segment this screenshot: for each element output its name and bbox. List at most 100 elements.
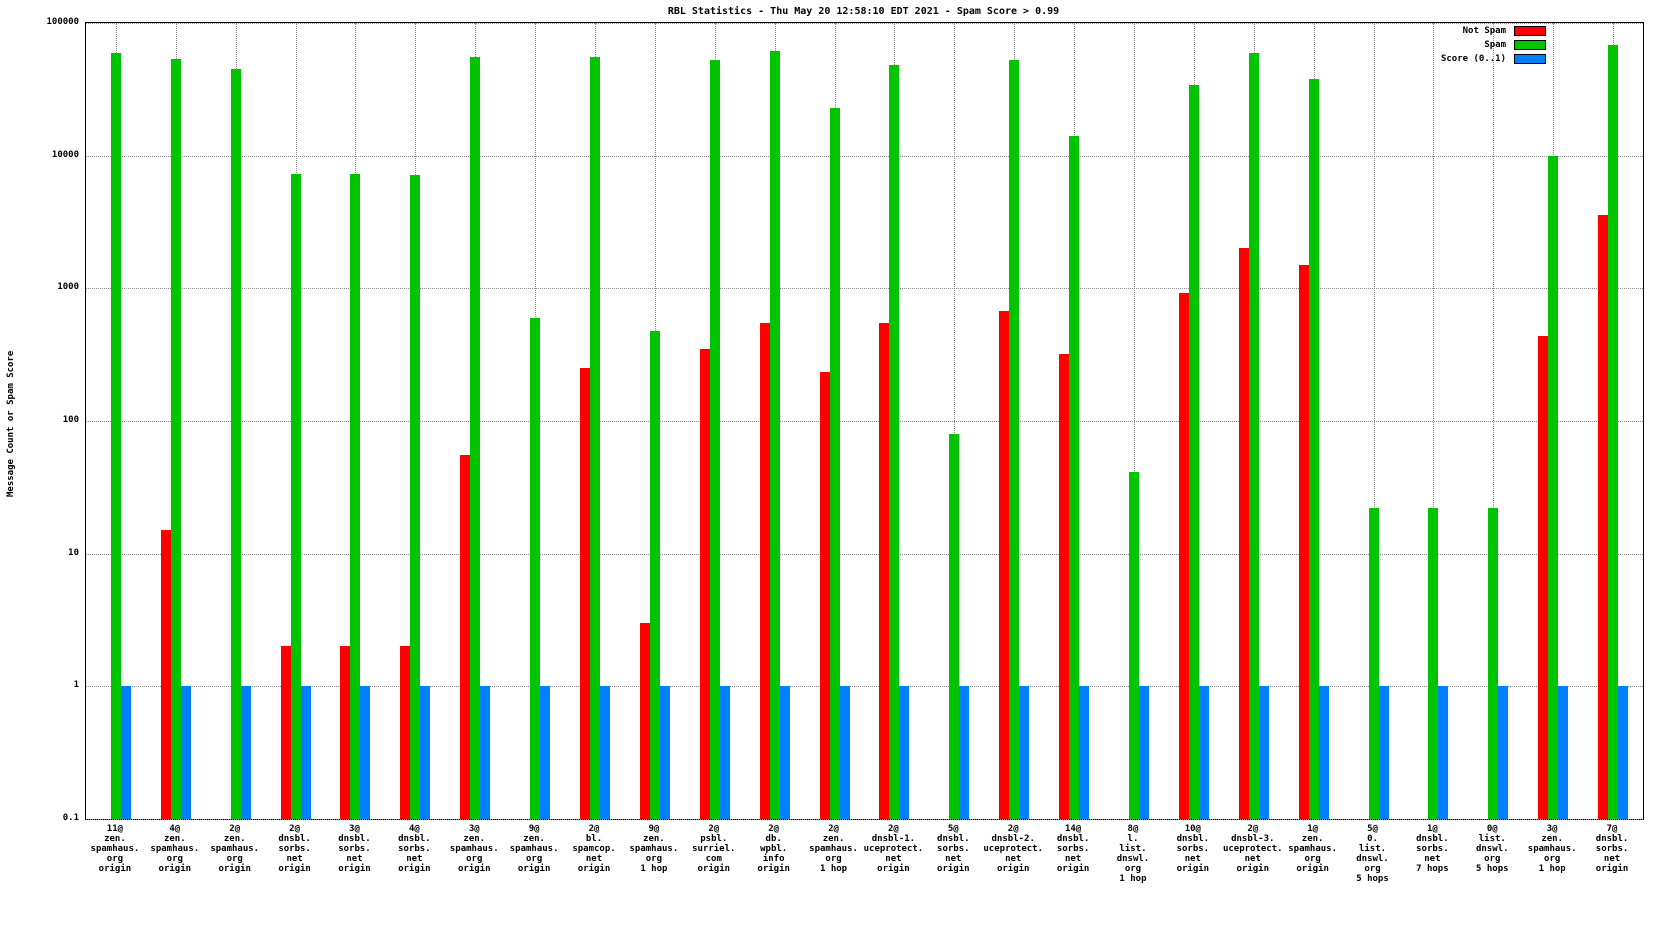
bar-spam (709, 59, 720, 819)
x-category-label-line: zen. (523, 834, 545, 844)
bar-score-0-1 (600, 686, 611, 819)
x-category-label-line: uceprotect. (863, 844, 924, 854)
y-tick-label: 10 (68, 547, 79, 558)
bar-not-spam (1298, 264, 1309, 819)
x-category-label-line: 3@ (468, 824, 480, 834)
x-category-label-line: origin (278, 864, 311, 874)
x-category-label-line: zen. (104, 834, 126, 844)
x-category-label-line: origin (996, 864, 1030, 874)
chart-title: RBL Statistics - Thu May 20 12:58:10 EDT… (667, 6, 1060, 17)
y-axis-label: Message Count or Spam Score (6, 350, 16, 497)
x-category-label-line: net (286, 854, 303, 864)
x-category-label-line: net (885, 854, 902, 864)
x-category-label-line: origin (218, 864, 251, 874)
bar-spam (1548, 155, 1559, 819)
x-category-label-line: 7@ (1606, 824, 1618, 834)
x-category-label-line: spamhaus. (809, 844, 858, 854)
x-category-label-line: dnsbl. (278, 834, 311, 844)
bar-not-spam (699, 348, 710, 819)
x-category-label-line: dnsbl-1. (871, 834, 916, 844)
x-category-label-line: 2@ (888, 824, 899, 834)
x-category-label-line: net (1184, 854, 1201, 864)
x-category-label-line: net (945, 854, 962, 864)
x-category-label-line: dnsbl. (937, 834, 970, 844)
x-category-label-line: org (645, 854, 663, 864)
x-category-label-line: dnswl. (1476, 844, 1509, 854)
x-category-label-line: spamhaus. (210, 844, 260, 854)
y-gridline (86, 819, 1643, 820)
bar-not-spam (1059, 353, 1070, 819)
x-category-label: 2@ zen. spamhaus. org origin (200, 824, 270, 874)
x-category-label: 3@ dnsbl. sorbs. net origin (319, 824, 389, 874)
y-tick-label: 1 (73, 680, 79, 691)
x-category-label-line: origin (1056, 864, 1090, 874)
bar-score-0-1 (659, 686, 670, 819)
bar-not-spam (160, 530, 171, 819)
x-category-label-line: spamhaus. (449, 844, 499, 854)
x-category-label-line: origin (158, 864, 192, 874)
x-category-label-line: 5 hops (1476, 864, 1509, 874)
bar-score-0-1 (899, 686, 910, 819)
x-category-label-line: net (585, 854, 603, 864)
x-category-label-line: net (1005, 854, 1022, 864)
x-category-label-line: dnsbl. (1176, 834, 1210, 844)
legend-label: Score (0..1) (1440, 54, 1506, 64)
x-gridline (1493, 23, 1495, 819)
x-category-label-line: net (406, 854, 423, 864)
bar-spam (1248, 53, 1259, 819)
x-category-label-line: 1 hop (1119, 874, 1147, 884)
legend-row: Spam (1441, 38, 1546, 52)
x-category-label-line: sorbs. (338, 844, 371, 854)
x-category-label-line: origin (937, 864, 970, 874)
x-category-label-line: net (1603, 854, 1621, 864)
x-category-label-line: zen. (223, 834, 246, 844)
x-category-label-line: 3@ (1546, 824, 1558, 834)
plot-area (85, 22, 1644, 820)
x-category-label-line: dnsbl-3. (1231, 834, 1275, 844)
x-category-label-line: list. (1119, 844, 1147, 854)
x-category-label-line: dnsbl. (1416, 834, 1449, 844)
bar-not-spam (580, 368, 591, 819)
x-category-label-line: org (226, 854, 243, 864)
x-category-label: 9@ zen. spamhaus. org origin (499, 824, 569, 874)
bar-score-0-1 (300, 686, 311, 819)
x-category-label-line: 11@ (106, 824, 124, 834)
bar-spam (110, 53, 121, 819)
x-category-label-line: spamhaus. (1527, 844, 1577, 854)
x-category-label-line: origin (457, 864, 491, 874)
x-category-label-line: uceprotect. (1222, 844, 1283, 854)
bar-not-spam (1598, 214, 1609, 819)
bar-spam (1308, 78, 1319, 819)
x-category-label: 2@ zen. spamhaus. org 1 hop (799, 824, 869, 874)
x-category-label-line: dnsbl. (398, 834, 431, 844)
x-category-label-line: 2@ (708, 824, 720, 834)
x-category-label-line: 2@ (1247, 824, 1259, 834)
bar-spam (170, 58, 181, 819)
bar-spam (1608, 45, 1619, 819)
bar-score-0-1 (420, 686, 431, 819)
x-category-label-line: spamhaus. (1288, 844, 1338, 854)
x-category-label-line: uceprotect. (983, 844, 1043, 854)
x-category-label: 4@ dnsbl. sorbs. net origin (379, 824, 449, 874)
x-category-label-line: sorbs. (278, 844, 311, 854)
bar-spam (470, 57, 481, 819)
bar-spam (290, 173, 301, 819)
bar-score-0-1 (480, 686, 491, 819)
bar-spam (1488, 508, 1499, 819)
x-category-label-line: origin (1595, 864, 1629, 874)
bar-not-spam (879, 322, 890, 819)
x-category-label-line: net (1424, 854, 1441, 864)
y-gridline (86, 686, 1643, 688)
x-gridline (1133, 23, 1135, 819)
y-gridline (86, 288, 1643, 290)
x-category-label: 14@ dnsbl. sorbs. net origin (1038, 824, 1108, 874)
bar-spam (1069, 136, 1080, 819)
x-category-label-line: sorbs. (1416, 844, 1449, 854)
x-category-label-line: list. (1478, 834, 1506, 844)
x-category-label-line: zen. (1301, 834, 1324, 844)
bar-spam (1128, 472, 1139, 819)
x-category-label-line: org (466, 854, 483, 864)
legend-row: Score (0..1) (1441, 52, 1546, 66)
bar-score-0-1 (839, 686, 850, 819)
